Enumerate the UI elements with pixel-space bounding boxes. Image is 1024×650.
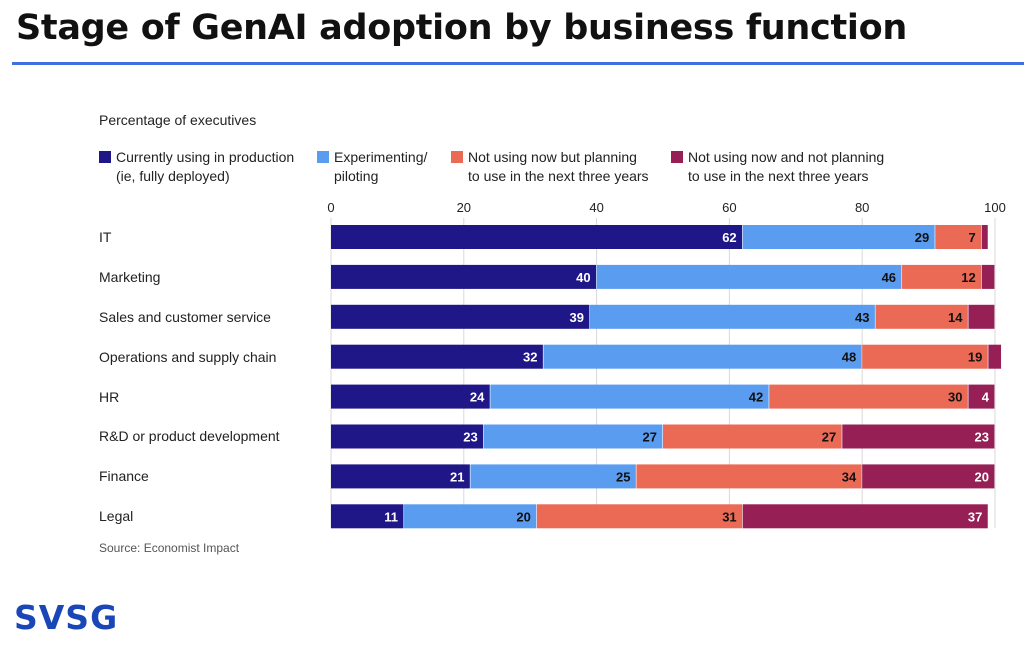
bar-segment [842,424,995,449]
legend-label-experimenting: Experimenting/piloting [334,149,428,184]
category-label-hr: HR [99,389,120,405]
data-label: 40 [576,270,590,285]
legend-swatch-planning [451,151,463,163]
data-label: 14 [948,310,963,325]
bar-segment [470,464,636,489]
category-label-finance: Finance [99,468,149,484]
data-label: 27 [822,430,836,445]
bar-segment [902,264,982,289]
bar-segment [331,304,590,329]
data-label: 4 [982,390,990,405]
data-label: 48 [842,350,856,365]
bar-segment [968,384,995,409]
category-label-sales: Sales and customer service [99,309,271,325]
data-label: 7 [968,230,975,245]
x-tick-label: 80 [855,200,869,215]
x-tick-label: 100 [984,200,1006,215]
bar-segment [490,384,769,409]
legend-swatch-not-planning [671,151,683,163]
data-label: 32 [523,350,537,365]
data-label: 23 [463,430,477,445]
category-label-legal: Legal [99,508,134,524]
data-label: 12 [961,270,975,285]
data-label: 11 [384,509,398,524]
category-label-it: IT [99,229,112,245]
data-label: 23 [975,430,989,445]
category-label-operations: Operations and supply chain [99,349,277,365]
chart-subtitle: Percentage of executives [99,112,257,128]
bar-segment [981,225,988,249]
x-tick-label: 0 [327,200,334,215]
data-label: 42 [749,390,763,405]
bar-segment [636,464,862,489]
bar-segment [981,264,995,289]
bar-segment [543,344,862,369]
bar-segment [331,464,470,489]
data-label: 29 [915,230,929,245]
bar-segment [536,504,743,529]
legend-label-production: Currently using in production (ie, fully … [116,149,295,184]
legend-label-planning: Not using now but planning to use in the … [468,149,649,184]
bar-segment [331,424,484,449]
data-label: 62 [722,230,736,245]
data-label: 34 [842,469,857,484]
data-label: 25 [616,469,630,484]
bar-segment [331,225,743,249]
data-label: 39 [569,310,583,325]
bar-segment [404,504,537,529]
bar-segment [769,384,968,409]
bar-segment [935,225,982,249]
data-label: 37 [968,509,982,524]
data-label: 27 [643,430,657,445]
x-tick-label: 20 [457,200,471,215]
legend-swatch-production [99,151,111,163]
bar-segment [331,384,490,409]
data-label: 24 [470,390,485,405]
data-label: 31 [722,509,736,524]
chart-source: Source: Economist Impact [99,541,240,555]
x-tick-label: 40 [589,200,603,215]
bar-segment [862,464,995,489]
bar-segment [875,304,968,329]
bar-segment [331,504,404,529]
bar-segment [331,344,543,369]
category-label-rnd: R&D or product development [99,428,280,444]
x-tick-label: 60 [722,200,736,215]
bar-segment [483,424,663,449]
category-label-marketing: Marketing [99,269,161,285]
bar-segment [988,344,1002,369]
bar-segment [862,344,988,369]
title-underline [12,62,1024,65]
svsg-logo: SVSG [14,598,119,637]
bar-segment [742,504,988,529]
data-label: 20 [975,469,989,484]
page-title: Stage of GenAI adoption by business func… [16,8,907,48]
data-label: 30 [948,390,962,405]
bar-segment [968,304,995,329]
legend-swatch-experimenting [317,151,329,163]
data-label: 43 [855,310,869,325]
bar-segment [589,304,875,329]
legend-label-not-planning: Not using now and not planning to use in … [688,149,885,184]
bar-segment [742,225,935,249]
data-label: 19 [968,350,982,365]
bar-segment [331,264,596,289]
data-label: 46 [882,270,896,285]
data-label: 21 [450,469,464,484]
bar-segment [596,264,902,289]
bar-segment [663,424,842,449]
data-label: 20 [516,509,530,524]
